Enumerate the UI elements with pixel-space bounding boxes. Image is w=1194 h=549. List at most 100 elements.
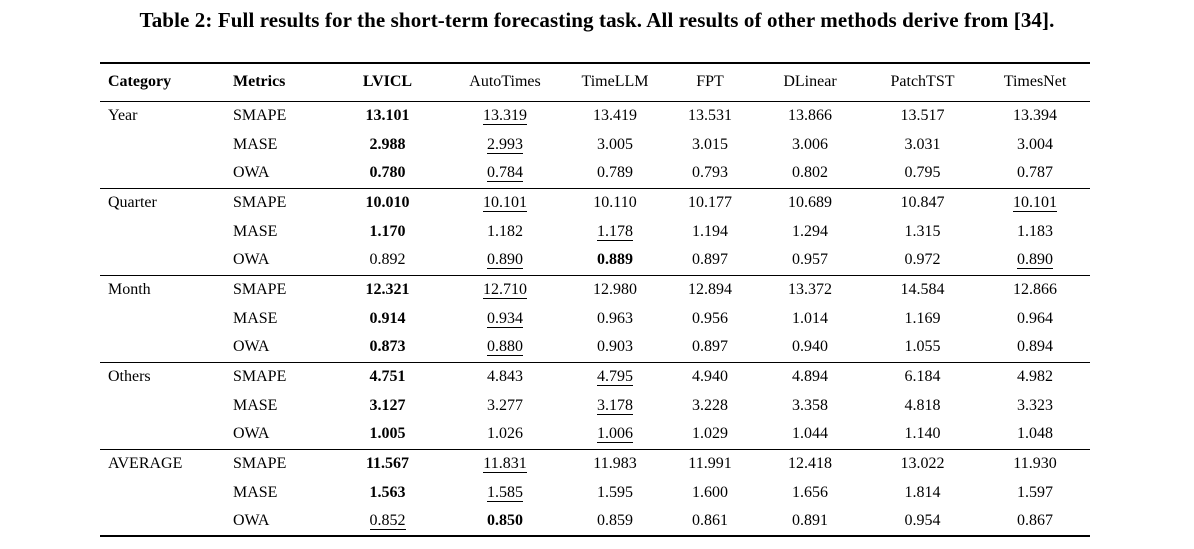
value-text: 11.991 — [688, 454, 732, 472]
metric-label: OWA — [233, 338, 270, 356]
cell-year-mase-fpt: 3.015 — [665, 130, 755, 159]
value-text: 0.957 — [792, 251, 828, 269]
value-text: 1.029 — [692, 425, 728, 443]
metric-label: MASE — [233, 396, 278, 414]
cell-others-smape-autotimes: 4.843 — [445, 362, 565, 391]
results-table: Category Metrics LVICL AutoTimes TimeLLM FPT D… — [100, 62, 1090, 537]
value-text: 1.814 — [904, 483, 941, 501]
column-header-dlinear: DLinear — [783, 73, 837, 91]
cell-average-smape-timellm: 11.983 — [565, 449, 665, 478]
cell-month-mase-fpt: 0.956 — [665, 304, 755, 333]
cell-quarter-mase-autotimes: 1.182 — [445, 217, 565, 246]
column-header-fpt: FPT — [696, 73, 724, 91]
value-text: 0.861 — [692, 512, 728, 529]
cell-others-smape-lvicl: 4.751 — [330, 362, 445, 391]
group-quarter: Quarter SMAPE 10.010 10.101 10.110 10.177 10.6… — [100, 188, 1090, 275]
value-text: 0.903 — [597, 338, 633, 356]
value-text: 4.894 — [792, 367, 828, 385]
cell-month-owa-fpt: 0.897 — [665, 333, 755, 362]
cell-quarter-smape-patchtst: 10.847 — [865, 188, 980, 217]
value-text: 2.988 — [369, 135, 406, 153]
metric-label: MASE — [233, 483, 278, 501]
cell-quarter-mase-timellm: 1.178 — [565, 217, 665, 246]
value-text: 3.178 — [597, 396, 633, 415]
category-label: Year — [108, 106, 138, 124]
cell-others-owa-timellm: 1.006 — [565, 420, 665, 449]
category-label — [100, 304, 225, 333]
cell-year-owa-fpt: 0.793 — [665, 159, 755, 188]
cell-others-owa-fpt: 1.029 — [665, 420, 755, 449]
cell-quarter-smape-lvicl: 10.010 — [330, 188, 445, 217]
cell-quarter-smape-timellm: 10.110 — [565, 188, 665, 217]
cell-others-mase-autotimes: 3.277 — [445, 391, 565, 420]
value-text: 2.993 — [487, 135, 523, 154]
cell-quarter-owa-autotimes: 0.890 — [445, 246, 565, 275]
column-header-category: Category — [108, 73, 172, 91]
category-label — [100, 246, 225, 275]
table-row: Month SMAPE 12.321 12.710 12.980 12.894 13.372… — [100, 275, 1090, 304]
value-text: 1.006 — [597, 425, 633, 444]
value-text: 1.026 — [487, 425, 523, 443]
category-label — [100, 420, 225, 449]
value-text: 13.394 — [1013, 106, 1057, 124]
header-row: Category Metrics LVICL AutoTimes TimeLLM FPT D… — [100, 63, 1090, 101]
value-text: 13.517 — [900, 106, 945, 124]
value-text: 0.894 — [1017, 338, 1053, 356]
column-header-patchtst: PatchTST — [890, 73, 955, 91]
value-text: 14.584 — [900, 280, 945, 298]
value-text: 1.044 — [792, 425, 828, 443]
cell-month-smape-timellm: 12.980 — [565, 275, 665, 304]
metric-label: SMAPE — [233, 193, 287, 211]
metric-label: SMAPE — [233, 106, 287, 124]
cell-average-mase-lvicl: 1.563 — [330, 478, 445, 507]
value-text: 3.004 — [1017, 135, 1053, 153]
value-text: 0.867 — [1017, 512, 1053, 529]
value-text: 1.183 — [1017, 222, 1053, 240]
table-row: Others SMAPE 4.751 4.843 4.795 4.940 4.894 6.18… — [100, 362, 1090, 391]
value-text: 0.787 — [1017, 164, 1053, 182]
value-text: 0.954 — [904, 512, 941, 529]
cell-quarter-owa-patchtst: 0.972 — [865, 246, 980, 275]
value-text: 3.323 — [1017, 396, 1053, 414]
value-text: 11.567 — [365, 454, 410, 472]
value-text: 10.110 — [593, 193, 637, 211]
cell-average-owa-timesnet: 0.867 — [980, 507, 1090, 536]
value-text: 12.710 — [483, 280, 527, 299]
category-label — [100, 391, 225, 420]
cell-others-owa-timesnet: 1.048 — [980, 420, 1090, 449]
cell-month-mase-dlinear: 1.014 — [755, 304, 865, 333]
metric-label: MASE — [233, 309, 278, 327]
category-label — [100, 478, 225, 507]
value-text: 12.866 — [1013, 280, 1057, 298]
value-text: 4.940 — [692, 367, 728, 385]
value-text: 1.014 — [792, 309, 828, 327]
cell-others-smape-fpt: 4.940 — [665, 362, 755, 391]
value-text: 1.656 — [792, 483, 828, 501]
cell-year-smape-timellm: 13.419 — [565, 101, 665, 130]
cell-month-owa-autotimes: 0.880 — [445, 333, 565, 362]
value-text: 0.793 — [692, 164, 728, 182]
metric-label: MASE — [233, 135, 278, 153]
cell-month-smape-timesnet: 12.866 — [980, 275, 1090, 304]
cell-average-smape-autotimes: 11.831 — [445, 449, 565, 478]
cell-quarter-mase-patchtst: 1.315 — [865, 217, 980, 246]
category-label: Quarter — [108, 193, 157, 211]
value-text: 13.531 — [688, 106, 732, 124]
cell-quarter-mase-dlinear: 1.294 — [755, 217, 865, 246]
cell-average-mase-timesnet: 1.597 — [980, 478, 1090, 507]
value-text: 4.818 — [904, 396, 941, 414]
cell-average-mase-dlinear: 1.656 — [755, 478, 865, 507]
column-header-timesnet: TimesNet — [1003, 73, 1067, 91]
metric-label: OWA — [233, 512, 270, 529]
cell-month-mase-autotimes: 0.934 — [445, 304, 565, 333]
value-text: 0.934 — [487, 309, 523, 328]
value-text: 0.890 — [1017, 251, 1053, 270]
cell-others-owa-lvicl: 1.005 — [330, 420, 445, 449]
cell-month-owa-timellm: 0.903 — [565, 333, 665, 362]
value-text: 1.048 — [1017, 425, 1053, 443]
value-text: 0.789 — [597, 164, 633, 182]
value-text: 0.964 — [1017, 309, 1053, 327]
value-text: 0.852 — [369, 512, 406, 530]
cell-year-owa-autotimes: 0.784 — [445, 159, 565, 188]
table-header: Category Metrics LVICL AutoTimes TimeLLM FPT D… — [100, 63, 1090, 101]
